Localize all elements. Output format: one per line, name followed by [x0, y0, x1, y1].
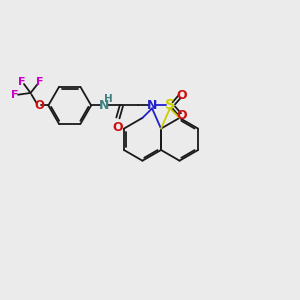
Text: F: F [36, 76, 44, 87]
Text: F: F [18, 76, 25, 87]
Text: N: N [98, 99, 109, 112]
Text: O: O [176, 109, 187, 122]
Text: N: N [147, 99, 157, 112]
Text: O: O [112, 122, 123, 134]
Text: S: S [165, 98, 175, 112]
Text: F: F [11, 90, 19, 100]
Text: O: O [176, 88, 187, 101]
Text: H: H [104, 94, 113, 104]
Text: O: O [34, 99, 44, 112]
